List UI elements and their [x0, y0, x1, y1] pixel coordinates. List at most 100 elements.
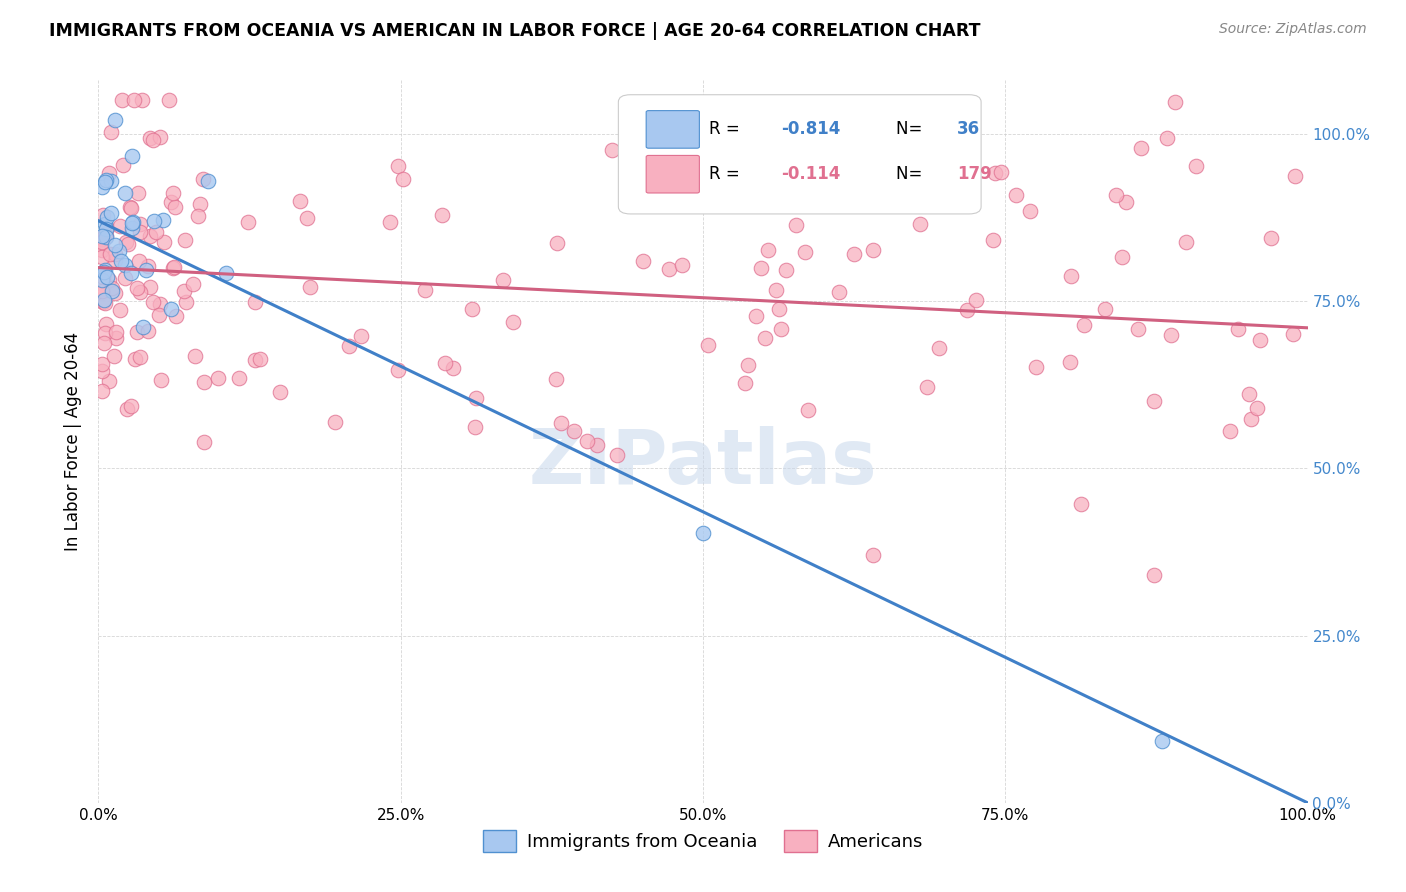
Point	[93, 293, 115, 307]
Point	[785, 218, 807, 232]
Point	[91, 357, 114, 371]
Point	[797, 403, 820, 417]
Point	[1226, 321, 1249, 335]
Point	[1126, 322, 1149, 336]
Point	[120, 200, 142, 214]
Point	[121, 220, 143, 235]
Point	[1174, 235, 1197, 249]
Point	[93, 217, 115, 231]
Point	[1164, 95, 1187, 109]
Point	[658, 261, 681, 276]
Point	[461, 302, 484, 317]
Point	[149, 130, 172, 145]
Point	[117, 237, 139, 252]
Point	[184, 350, 207, 364]
Point	[128, 225, 150, 239]
Point	[606, 448, 628, 462]
Point	[299, 280, 322, 294]
Point	[546, 236, 568, 251]
Text: 36: 36	[957, 120, 980, 138]
Point	[214, 266, 236, 280]
Point	[249, 352, 271, 367]
FancyBboxPatch shape	[647, 111, 699, 148]
Point	[165, 200, 187, 214]
Point	[96, 220, 118, 235]
Point	[745, 196, 768, 211]
Text: R =: R =	[709, 165, 745, 183]
Point	[136, 259, 159, 273]
Point	[984, 166, 1007, 180]
Point	[173, 284, 195, 298]
Point	[1240, 412, 1263, 426]
Point	[928, 342, 950, 356]
Point	[149, 297, 172, 311]
Point	[104, 246, 127, 260]
Point	[544, 372, 567, 386]
Point	[191, 172, 214, 186]
Point	[193, 375, 215, 389]
Point	[162, 260, 184, 274]
Point	[160, 194, 183, 209]
Point	[769, 321, 792, 335]
Point	[243, 352, 266, 367]
Point	[600, 143, 623, 157]
Point	[464, 391, 486, 405]
Point	[104, 238, 127, 252]
Point	[93, 262, 115, 277]
Point	[1239, 387, 1261, 401]
Point	[157, 94, 180, 108]
Point	[828, 285, 851, 299]
Point	[492, 273, 515, 287]
Point	[100, 205, 122, 219]
Legend: Immigrants from Oceania, Americans: Immigrants from Oceania, Americans	[477, 822, 929, 859]
Point	[104, 331, 127, 345]
Point	[96, 173, 118, 187]
Point	[323, 415, 346, 429]
Point	[696, 338, 718, 352]
Point	[121, 149, 143, 163]
Text: ZIPatlas: ZIPatlas	[529, 426, 877, 500]
Point	[129, 217, 152, 231]
Point	[956, 302, 979, 317]
Point	[91, 243, 114, 257]
Point	[1152, 734, 1174, 748]
Point	[193, 434, 215, 449]
Point	[751, 260, 773, 275]
Point	[1025, 360, 1047, 375]
Point	[131, 94, 153, 108]
Point	[842, 247, 865, 261]
Point	[135, 263, 157, 277]
Point	[207, 370, 229, 384]
Point	[502, 315, 524, 329]
Point	[91, 232, 114, 246]
Point	[1111, 250, 1133, 264]
Point	[413, 283, 436, 297]
Point	[94, 222, 117, 236]
Point	[91, 364, 114, 378]
Point	[387, 159, 409, 173]
Point	[737, 358, 759, 372]
Point	[100, 125, 122, 139]
Point	[125, 325, 148, 339]
Point	[108, 303, 131, 318]
Point	[433, 356, 456, 370]
Point	[845, 183, 868, 197]
Point	[136, 324, 159, 338]
Point	[1019, 204, 1042, 219]
Point	[236, 215, 259, 229]
Point	[162, 186, 184, 201]
Point	[128, 285, 150, 299]
Point	[380, 215, 402, 229]
Text: IMMIGRANTS FROM OCEANIA VS AMERICAN IN LABOR FORCE | AGE 20-64 CORRELATION CHART: IMMIGRANTS FROM OCEANIA VS AMERICAN IN L…	[49, 22, 981, 40]
Point	[745, 310, 768, 324]
Text: 179: 179	[957, 165, 991, 183]
Point	[114, 270, 136, 285]
Point	[103, 349, 125, 363]
FancyBboxPatch shape	[619, 95, 981, 214]
Point	[96, 211, 118, 225]
Point	[633, 254, 655, 268]
Point	[1060, 268, 1083, 283]
Point	[392, 172, 415, 186]
Point	[586, 438, 609, 452]
Point	[692, 525, 714, 540]
